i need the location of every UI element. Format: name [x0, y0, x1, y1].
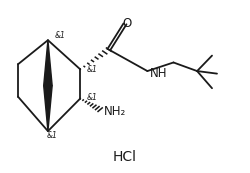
Polygon shape [44, 86, 52, 131]
Text: NH: NH [150, 67, 167, 80]
Text: NH₂: NH₂ [104, 105, 126, 118]
Text: &1: &1 [47, 131, 58, 140]
Text: O: O [123, 16, 132, 30]
Polygon shape [44, 40, 52, 86]
Text: &1: &1 [54, 31, 65, 40]
Text: &1: &1 [86, 93, 97, 102]
Text: &1: &1 [86, 65, 97, 74]
Text: HCl: HCl [113, 150, 137, 164]
